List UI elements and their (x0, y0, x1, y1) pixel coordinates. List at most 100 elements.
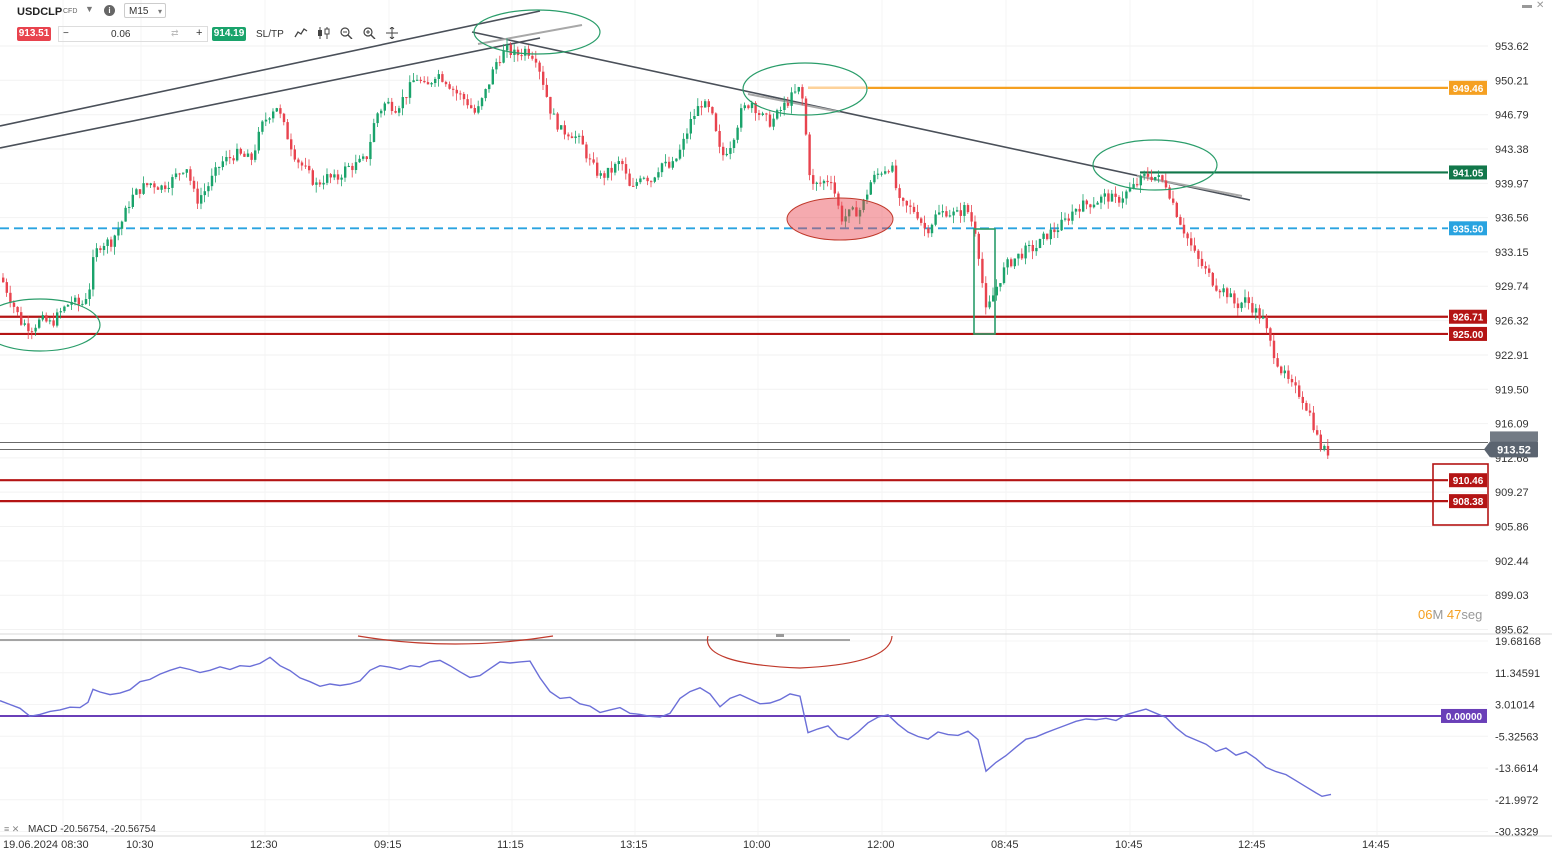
candle-body (120, 221, 124, 229)
candle-body (394, 110, 397, 113)
minimize-icon[interactable]: ▬ (1522, 0, 1532, 11)
zoom-out-icon[interactable] (339, 27, 353, 42)
timeframe-select[interactable]: M15 ▾ (124, 3, 166, 18)
line-chart-icon[interactable] (294, 27, 308, 42)
candle-body (1265, 316, 1268, 329)
candle-body (974, 221, 977, 234)
candle-body (156, 187, 160, 190)
time-tick-label: 14:45 (1362, 839, 1390, 851)
candle-body (167, 187, 170, 189)
candle-body (1164, 180, 1168, 188)
time-axis[interactable]: 19.06.2024 08:30 10:30 12:30 09:15 11:15 13:1… (3, 839, 1390, 851)
candle-body (437, 74, 440, 79)
candle-body (632, 185, 635, 187)
macd-tick-label: -5.32563 (1495, 731, 1538, 743)
candle-body (214, 167, 217, 176)
candle-body (250, 153, 253, 160)
candle-body (1287, 370, 1290, 379)
candle-body (45, 315, 48, 322)
candle-body (369, 141, 372, 160)
candle-body (927, 228, 930, 234)
symbol-label[interactable]: USDCLP (17, 6, 63, 18)
candle-body (1236, 303, 1240, 309)
candle-body (297, 159, 300, 163)
candle-body (196, 188, 199, 204)
candle-body (1251, 303, 1254, 313)
candle-body (1200, 258, 1204, 266)
candle-body (1301, 396, 1304, 403)
candle-body (855, 207, 858, 217)
candle-body (376, 113, 379, 124)
candle-body (99, 248, 102, 251)
candle-body (772, 118, 775, 127)
sell-button[interactable]: 913.51 (17, 27, 51, 41)
sltp-button[interactable]: SL/TP (256, 29, 284, 40)
candle-body (1190, 238, 1193, 246)
candle-body (779, 109, 782, 111)
candle-body (264, 119, 268, 122)
candle-body (293, 149, 296, 160)
zoom-in-icon[interactable] (362, 27, 376, 42)
candle-body (1056, 230, 1060, 233)
trendline (0, 37, 541, 149)
candle-body (200, 195, 203, 204)
candle-body (635, 182, 638, 186)
candle-body (246, 153, 250, 157)
candle-body (894, 165, 898, 189)
candle-body (106, 239, 109, 246)
candle-body (160, 185, 163, 190)
increase-button[interactable]: + (196, 27, 203, 39)
candle-body (254, 150, 257, 160)
price-axis[interactable]: 953.62 950.21 946.79 943.38 939.97 936.56 933.… (1441, 41, 1541, 839)
candle-body (423, 80, 426, 83)
candle-body (898, 188, 901, 198)
candle-body (459, 93, 462, 95)
buy-button[interactable]: 914.19 (212, 27, 246, 41)
time-tick-label: 09:15 (374, 839, 402, 851)
candle-body (1298, 385, 1301, 397)
candle-body (830, 182, 833, 184)
symbol-dropdown-icon[interactable]: ▼ (85, 4, 94, 14)
candle-body (621, 161, 624, 165)
trendlines (0, 10, 1251, 201)
candle-body (1035, 247, 1038, 252)
candle-body (185, 169, 188, 173)
candle-body (1262, 316, 1265, 319)
candle-body (794, 91, 797, 93)
close-icon[interactable]: ✕ (1536, 0, 1545, 11)
info-icon[interactable]: i (104, 5, 115, 16)
swap-icon[interactable]: ⇄ (171, 28, 179, 38)
candle-body (743, 105, 746, 109)
candle-body (812, 175, 815, 184)
candle-body (653, 177, 656, 182)
price-tick-label: 899.03 (1495, 590, 1529, 602)
candle-body (498, 62, 502, 64)
quantity-stepper[interactable]: − 0.06 ⇄ + (58, 26, 208, 42)
candle-body (725, 153, 728, 156)
candle-body (257, 131, 260, 151)
candle-body (808, 134, 811, 176)
candle-body (149, 183, 152, 186)
candle-body (272, 111, 275, 119)
candle-body (650, 181, 653, 183)
candle-body (128, 206, 131, 208)
candle-body (344, 166, 347, 178)
candle-body (286, 122, 289, 140)
decrease-button[interactable]: − (63, 28, 69, 39)
candle-body (682, 138, 685, 150)
move-icon[interactable] (385, 26, 399, 42)
candle-body (675, 158, 678, 162)
candle-body (2, 277, 5, 283)
candle-body (1240, 302, 1243, 309)
candle-body (300, 162, 304, 166)
candle-body (189, 169, 192, 181)
candle-body (1305, 402, 1308, 411)
candle-body (542, 71, 545, 85)
candles-icon[interactable] (317, 27, 331, 42)
candle-body (1049, 229, 1052, 240)
candle-body (722, 146, 725, 156)
price-tick-label: 936.56 (1495, 213, 1529, 225)
quantity-input[interactable]: 0.06 (111, 29, 131, 40)
candle-body (1020, 253, 1024, 259)
